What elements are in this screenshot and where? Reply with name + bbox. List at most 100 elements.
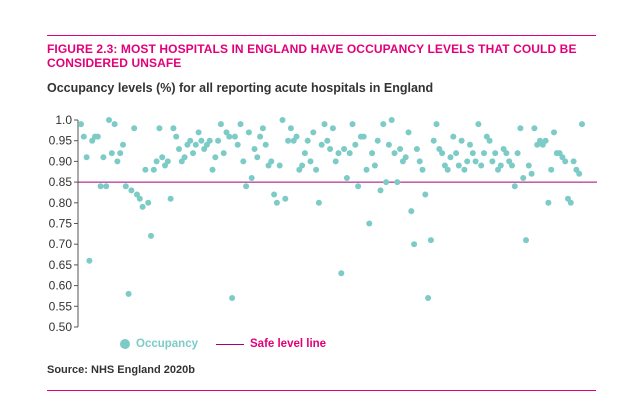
data-point	[276, 162, 283, 169]
data-point	[517, 125, 524, 132]
data-point	[542, 137, 549, 144]
data-point	[576, 170, 583, 177]
data-point	[472, 158, 479, 165]
data-point	[117, 150, 124, 157]
data-point	[234, 141, 241, 148]
data-point	[139, 203, 146, 210]
data-point	[525, 162, 532, 169]
data-point	[215, 137, 222, 144]
data-point	[287, 125, 294, 132]
y-tick-label: 0.90	[49, 154, 73, 168]
data-point	[243, 183, 250, 190]
data-point	[341, 146, 348, 152]
data-point	[366, 220, 373, 227]
data-point	[206, 137, 213, 144]
data-point	[405, 129, 412, 136]
y-tick-label: 0.60	[49, 279, 73, 293]
top-rule	[47, 35, 596, 36]
data-point	[313, 166, 320, 173]
data-point	[136, 195, 143, 202]
y-tick-label: 0.65	[49, 258, 73, 272]
data-point	[497, 162, 504, 169]
data-point	[273, 199, 280, 206]
data-point	[100, 154, 107, 161]
data-point	[391, 150, 398, 157]
legend-safe-label: Safe level line	[250, 338, 327, 350]
data-point	[408, 208, 415, 215]
y-tick-label: 1.0	[55, 113, 72, 127]
data-point	[145, 199, 152, 206]
data-point	[458, 137, 465, 144]
y-tick-label: 0.75	[49, 217, 73, 231]
data-point	[187, 137, 194, 144]
data-point	[464, 158, 471, 165]
data-point	[240, 158, 247, 165]
data-point	[304, 137, 311, 144]
data-point	[514, 150, 521, 157]
data-point	[427, 237, 434, 244]
data-point	[349, 121, 356, 128]
data-point	[106, 117, 112, 123]
data-point	[159, 154, 166, 161]
data-point	[315, 199, 322, 206]
data-point	[579, 121, 585, 128]
data-point	[360, 133, 367, 140]
data-point	[192, 141, 199, 148]
data-point	[148, 232, 154, 239]
data-point	[181, 154, 188, 161]
data-point	[346, 150, 353, 157]
data-point	[78, 121, 84, 128]
legend-occupancy-label: Occupancy	[136, 338, 198, 350]
data-point	[523, 237, 529, 244]
data-point	[425, 295, 432, 301]
data-point	[374, 137, 381, 144]
y-tick-label: 0.95	[49, 134, 73, 148]
data-point	[402, 154, 409, 161]
data-point	[237, 121, 244, 128]
data-point	[486, 137, 493, 144]
data-point	[321, 121, 328, 128]
data-point	[142, 166, 149, 173]
data-point	[231, 133, 238, 140]
data-point	[209, 166, 216, 173]
data-point	[212, 154, 219, 161]
data-point	[111, 121, 118, 128]
data-point	[380, 121, 387, 128]
data-point	[97, 183, 104, 190]
data-point	[343, 175, 350, 181]
data-point	[164, 158, 171, 165]
data-point	[433, 121, 440, 128]
data-point	[439, 150, 446, 157]
data-point	[114, 158, 121, 165]
data-point	[329, 125, 336, 132]
data-point	[245, 129, 252, 136]
data-point	[371, 162, 378, 169]
data-point	[447, 154, 454, 161]
data-point	[103, 183, 110, 190]
data-point	[397, 146, 404, 152]
data-point	[150, 166, 157, 173]
data-point	[94, 133, 101, 140]
data-point	[282, 195, 289, 202]
data-point	[271, 191, 278, 198]
legend-safe-line-marker	[216, 343, 244, 345]
data-point	[285, 137, 292, 144]
data-point	[430, 137, 437, 144]
data-point	[422, 191, 429, 198]
data-point	[335, 150, 342, 157]
data-point	[318, 141, 325, 148]
data-point	[520, 175, 527, 181]
data-point	[383, 179, 390, 186]
data-point	[338, 270, 345, 277]
data-point	[262, 141, 269, 148]
y-tick-label: 0.80	[49, 196, 73, 210]
data-point	[444, 166, 451, 173]
data-point	[173, 133, 180, 140]
data-point	[489, 158, 496, 165]
data-point	[167, 195, 174, 202]
data-point	[86, 257, 93, 264]
data-point	[481, 150, 487, 157]
data-point	[268, 158, 275, 165]
data-point	[511, 183, 518, 190]
data-point	[299, 162, 306, 169]
